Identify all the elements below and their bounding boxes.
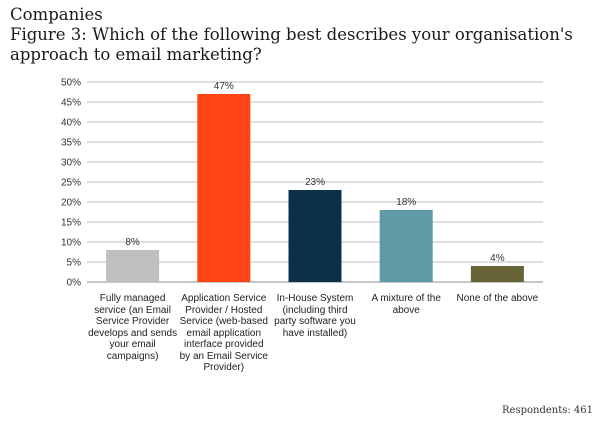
- y-tick-label: 10%: [61, 238, 81, 249]
- y-tick-label: 5%: [67, 258, 82, 269]
- bar: [197, 94, 251, 282]
- y-tick-label: 25%: [61, 178, 81, 189]
- chart-title: Figure 3: Which of the following best de…: [10, 25, 573, 64]
- data-label: 8%: [125, 237, 140, 248]
- bar: [379, 210, 433, 282]
- bar: [470, 266, 524, 282]
- y-tick-label: 20%: [61, 198, 81, 209]
- chart-heading: Companies Figure 3: Which of the followi…: [10, 5, 600, 65]
- x-category-label: Fully managed service (an Email Service …: [88, 293, 178, 362]
- y-tick-label: 0%: [67, 278, 82, 289]
- x-category-label: Application Service Provider / Hosted Se…: [179, 293, 268, 373]
- y-tick-label: 30%: [61, 158, 81, 169]
- data-label: 23%: [305, 177, 325, 188]
- data-label: 4%: [490, 253, 505, 264]
- bar: [288, 190, 342, 282]
- respondents-note: Respondents: 461: [502, 405, 593, 416]
- y-tick-label: 40%: [61, 118, 81, 129]
- data-labels: 8% 47% 23% 18% 4%: [125, 81, 504, 264]
- heading-subject: Companies: [10, 5, 103, 24]
- y-tick-label: 45%: [61, 98, 81, 109]
- x-category-label: None of the above: [456, 293, 539, 304]
- y-tick-label: 35%: [61, 138, 81, 149]
- bars: [106, 94, 524, 282]
- x-category-label: A mixture of the above: [371, 293, 441, 316]
- data-label: 47%: [214, 81, 234, 92]
- bar: [106, 250, 160, 282]
- data-label: 18%: [396, 197, 416, 208]
- y-tick-label: 15%: [61, 218, 81, 229]
- y-axis-ticks: 0% 5% 10% 15% 20% 25% 30% 35% 40% 45% 50%: [61, 78, 81, 289]
- y-tick-label: 50%: [61, 78, 81, 89]
- x-category-label: In-House System (including third party s…: [274, 293, 356, 339]
